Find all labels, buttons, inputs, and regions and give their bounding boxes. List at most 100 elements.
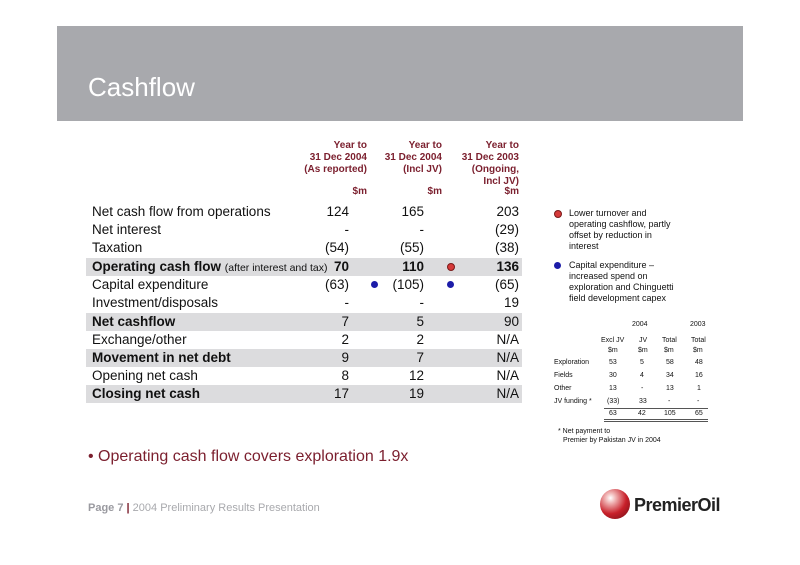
mini-cell: 53 bbox=[609, 359, 617, 366]
note-line: offset by reduction in bbox=[569, 230, 652, 240]
mini-row-label: Fields bbox=[554, 372, 573, 379]
table-row: Investment/disposals - - 19 bbox=[86, 294, 522, 312]
year-header: 2004 bbox=[632, 321, 648, 328]
table-row-highlight: Movement in net debt 9 7 N/A bbox=[86, 349, 522, 367]
mini-total: 42 bbox=[638, 410, 646, 417]
note-line: Capital expenditure – bbox=[569, 260, 655, 270]
mini-row-label: JV funding * bbox=[554, 398, 592, 405]
cell-value: N/A bbox=[496, 350, 519, 365]
cell-value: 8 bbox=[341, 368, 349, 383]
row-label-note: (after interest and tax) bbox=[224, 262, 328, 274]
mini-cell: 33 bbox=[639, 398, 647, 405]
table-row-highlight: Net cashflow 7 5 90 bbox=[86, 313, 522, 331]
mini-cell: 5 bbox=[640, 359, 644, 366]
row-label: Capital expenditure bbox=[92, 277, 209, 292]
note-text: Lower turnover and operating cashflow, p… bbox=[569, 208, 689, 252]
table-row: Opening net cash 8 12 N/A bbox=[86, 367, 522, 385]
column-header-line: 31 Dec 2004 bbox=[309, 152, 367, 163]
mini-cell: 4 bbox=[640, 372, 644, 379]
footnote-line: Premier by Pakistan JV in 2004 bbox=[563, 437, 661, 444]
column-header-2004-incl-jv: Year to 31 Dec 2004 (Incl JV) $m bbox=[362, 140, 442, 198]
column-header-line: Year to bbox=[408, 140, 442, 151]
premier-oil-logo: PremierOil bbox=[600, 489, 745, 525]
mini-row-label: Exploration bbox=[554, 359, 590, 366]
row-label: Opening net cash bbox=[92, 368, 198, 383]
cell-value: - bbox=[419, 295, 425, 310]
mini-cell: (33) bbox=[607, 398, 620, 405]
mini-cell: 16 bbox=[695, 372, 703, 379]
note-line: field development capex bbox=[569, 293, 667, 303]
mini-cell: 13 bbox=[609, 385, 617, 392]
cell-value: 2 bbox=[416, 332, 424, 347]
cell-value: 165 bbox=[401, 204, 424, 219]
blue-bullet-icon bbox=[447, 281, 454, 288]
footer: Page 7 | 2004 Preliminary Results Presen… bbox=[88, 502, 320, 514]
row-label: Taxation bbox=[92, 240, 143, 255]
column-header-2003: Year to 31 Dec 2003 (Ongoing, Incl JV) $… bbox=[439, 140, 519, 198]
mini-cell: 13 bbox=[666, 385, 674, 392]
table-row: Taxation (54) (55) (38) bbox=[86, 239, 522, 257]
cell-value: 17 bbox=[333, 386, 349, 401]
cell-value: - bbox=[419, 222, 425, 237]
cell-value: 7 bbox=[341, 314, 349, 329]
cell-value: 70 bbox=[333, 259, 349, 274]
row-label: Operating cash flow (after interest and … bbox=[92, 258, 328, 277]
row-label: Movement in net debt bbox=[92, 350, 231, 365]
col-header: Total bbox=[662, 337, 677, 344]
mini-row-label: Other bbox=[554, 385, 572, 392]
cell-value: N/A bbox=[496, 368, 519, 383]
col-header: Total bbox=[691, 337, 706, 344]
row-label: Closing net cash bbox=[92, 386, 201, 401]
red-bullet-icon bbox=[554, 210, 562, 218]
cell-value: 19 bbox=[408, 386, 424, 401]
column-header-line: Incl JV) bbox=[483, 176, 519, 187]
table-row: Capital expenditure (63) (105) (65) bbox=[86, 276, 522, 294]
cell-value: (105) bbox=[392, 277, 424, 292]
mini-cell: - bbox=[641, 385, 644, 392]
total-rule bbox=[604, 408, 708, 409]
column-header-2004-reported: Year to 31 Dec 2004 (As reported) $m bbox=[287, 140, 367, 198]
red-bullet-icon bbox=[447, 263, 455, 271]
cell-value: (63) bbox=[324, 277, 349, 292]
cell-value: 7 bbox=[416, 350, 424, 365]
slide-title: Cashflow bbox=[88, 72, 195, 102]
note-operating-cashflow: Lower turnover and operating cashflow, p… bbox=[554, 208, 694, 254]
mini-total: 105 bbox=[664, 410, 676, 417]
note-line: increased spend on bbox=[569, 271, 648, 281]
footnote-line: * Net payment to bbox=[558, 428, 611, 435]
table-row-highlight: Closing net cash 17 19 N/A bbox=[86, 385, 522, 403]
column-unit: $m bbox=[352, 186, 367, 197]
cell-value: 110 bbox=[402, 259, 424, 274]
note-line: interest bbox=[569, 241, 599, 251]
note-line: exploration and Chinguetti bbox=[569, 282, 674, 292]
cell-value: (54) bbox=[324, 240, 349, 255]
row-label: Net cashflow bbox=[92, 314, 176, 329]
col-unit: $m bbox=[693, 347, 703, 354]
column-header-line: 31 Dec 2003 bbox=[461, 152, 519, 163]
page-number: Page 7 bbox=[88, 502, 124, 514]
mini-cell: 30 bbox=[609, 372, 617, 379]
mini-total: 63 bbox=[609, 410, 617, 417]
cell-value: - bbox=[344, 222, 350, 237]
blue-bullet-icon bbox=[554, 262, 561, 269]
table-row: Net cash flow from operations 124 165 20… bbox=[86, 203, 522, 221]
cell-value: (55) bbox=[399, 240, 424, 255]
total-rule bbox=[604, 421, 708, 422]
col-header: Excl JV bbox=[601, 337, 625, 344]
table-row: Net interest - - (29) bbox=[86, 221, 522, 239]
cell-value: (65) bbox=[494, 277, 519, 292]
cell-value: (38) bbox=[494, 240, 519, 255]
col-unit: $m bbox=[664, 347, 674, 354]
cell-value: (29) bbox=[494, 222, 519, 237]
table-row: Exchange/other 2 2 N/A bbox=[86, 331, 522, 349]
logo-sphere-icon bbox=[600, 489, 630, 519]
cell-value: 9 bbox=[341, 350, 349, 365]
col-header: JV bbox=[639, 337, 648, 344]
cell-value: 90 bbox=[503, 314, 519, 329]
blue-bullet-icon bbox=[371, 281, 378, 288]
mini-total: 65 bbox=[695, 410, 703, 417]
cell-value: 5 bbox=[416, 314, 424, 329]
column-header-line: (Incl JV) bbox=[403, 164, 442, 175]
presentation-title: 2004 Preliminary Results Presentation bbox=[132, 502, 320, 514]
logo-wordmark: PremierOil bbox=[634, 495, 721, 515]
